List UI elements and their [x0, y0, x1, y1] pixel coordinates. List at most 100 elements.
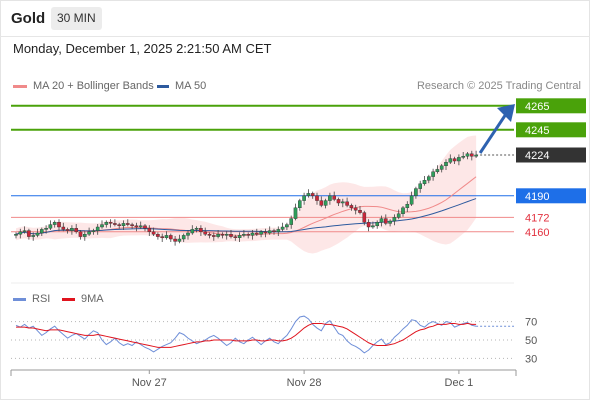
candle-body [306, 193, 311, 196]
candle-body [108, 221, 113, 224]
candle-body [461, 155, 466, 158]
candle-body [414, 188, 418, 197]
candle-body [246, 233, 251, 236]
candle-body [220, 233, 225, 236]
candle-body [186, 232, 190, 236]
candle-body [418, 183, 423, 189]
legend-rsi-label: RSI [32, 293, 51, 305]
level-tag-4224 [516, 147, 586, 163]
candle-body [104, 221, 109, 225]
candle-body [164, 235, 169, 238]
candle-body [405, 203, 410, 208]
candle-body [156, 233, 160, 237]
level-tag-4190 [516, 188, 586, 204]
candle-body [250, 232, 255, 236]
x-tick-label: Nov 28 [287, 377, 322, 389]
candle-body [267, 230, 272, 234]
level-label-4224: 4224 [525, 150, 549, 162]
legend-ma50: MA 50 [157, 80, 206, 92]
candle-body [452, 158, 457, 162]
candle-body [392, 217, 397, 222]
level-tag-4265 [516, 98, 586, 114]
candle-body [388, 220, 392, 224]
legend-ma20: MA 20 + Bollinger Bands [13, 80, 154, 92]
candle-body [143, 225, 147, 229]
candle-body [272, 230, 276, 233]
candle-body [151, 231, 156, 235]
candle-body [285, 224, 289, 228]
chart-datetime: Monday, December 1, 2025 2:21:50 AM CET [13, 41, 272, 56]
candle-body [57, 221, 61, 228]
forecast-arrow-shaft [478, 113, 508, 154]
rsi-level-label-30: 30 [525, 353, 537, 365]
candle-body [35, 232, 40, 236]
candle-body [44, 227, 48, 230]
candle-body [366, 221, 371, 228]
candle-body [160, 236, 165, 239]
candle-body [82, 233, 87, 237]
candle-body [48, 224, 53, 229]
candle-body [302, 195, 306, 201]
level-label-4190: 4190 [525, 191, 549, 203]
candle-body [211, 235, 216, 237]
candle-body [74, 227, 78, 232]
level-label-4245: 4245 [525, 125, 549, 137]
candle-body [276, 229, 281, 232]
legend-ma50-label: MA 50 [175, 80, 207, 92]
candle-body [18, 231, 23, 235]
timeframe-badge[interactable]: 30 MIN [51, 7, 102, 30]
level-label-4265: 4265 [525, 101, 549, 113]
candle-body [353, 207, 358, 211]
candle-body [470, 153, 474, 157]
candle-body [130, 224, 134, 227]
candle-body [216, 233, 220, 237]
bollinger-band [16, 135, 477, 254]
candle-body [233, 236, 238, 239]
candle-body [259, 231, 263, 235]
candle-body [375, 221, 380, 226]
candle-body [237, 235, 242, 238]
candle-body [396, 213, 401, 218]
candle-body [134, 225, 139, 228]
rsi-level-label-50: 50 [525, 335, 537, 347]
candle-body [181, 235, 186, 240]
candle-body [254, 232, 259, 235]
rsi-level-label-70: 70 [525, 317, 537, 329]
candle-body [444, 161, 448, 166]
candle-body [457, 157, 461, 162]
candle-body [465, 153, 470, 157]
candle-body [31, 235, 36, 237]
candle-body [435, 169, 440, 172]
candle-body [168, 235, 173, 240]
candle-body [323, 200, 328, 206]
candle-body [362, 212, 367, 223]
level-label-4172: 4172 [525, 212, 549, 224]
candle-body [194, 227, 199, 230]
candle-body [40, 229, 44, 234]
candle-body [358, 209, 362, 213]
candle-body [177, 238, 182, 242]
legend-ma50-swatch [157, 84, 169, 88]
rsi-ma-line [16, 322, 477, 348]
candle-body [448, 158, 453, 163]
candle-body [384, 218, 388, 224]
candle-body [65, 229, 70, 231]
candle-body [310, 193, 315, 196]
x-tick-label: Nov 27 [132, 377, 167, 389]
legend-rsi-swatch [13, 297, 26, 301]
symbol-title: Gold [11, 10, 46, 27]
candle-body [242, 233, 246, 236]
candle-body [14, 233, 18, 236]
legend-rsi: RSI [13, 293, 50, 305]
candle-body [401, 207, 405, 215]
candle-body [117, 224, 121, 227]
legend-ma20-swatch [13, 84, 27, 88]
candle-body [199, 227, 203, 232]
candle-body [190, 229, 195, 234]
candle-body [173, 238, 177, 242]
candle-body [207, 233, 212, 236]
candle-body [345, 201, 349, 206]
candle-body [474, 154, 478, 157]
legend-rsi-ma-label: 9MA [81, 293, 104, 305]
